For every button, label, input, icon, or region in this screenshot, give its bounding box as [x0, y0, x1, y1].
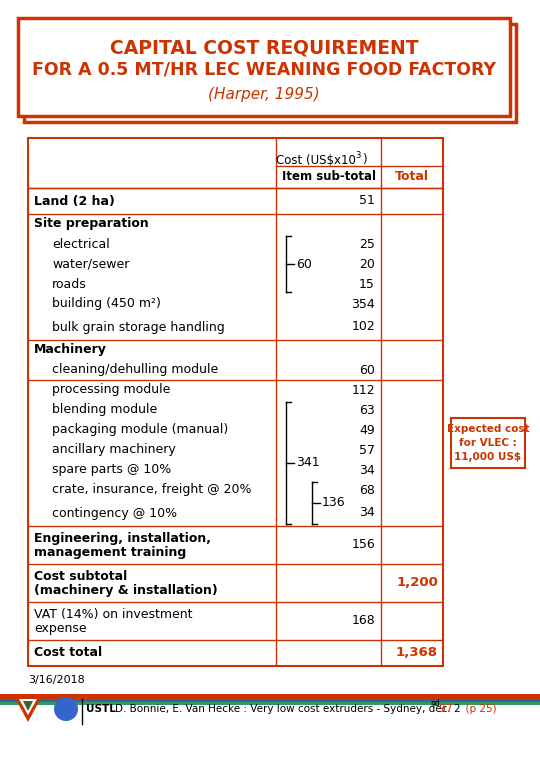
Text: contingency @ 10%: contingency @ 10% — [52, 506, 177, 519]
Text: for VLEC :: for VLEC : — [459, 438, 517, 448]
Polygon shape — [14, 696, 42, 722]
Text: 156: 156 — [351, 538, 375, 551]
Polygon shape — [23, 701, 33, 711]
Text: 354: 354 — [351, 297, 375, 310]
Bar — [0, 694, 540, 699]
Text: bulk grain storage handling: bulk grain storage handling — [52, 321, 225, 334]
Text: blending module: blending module — [52, 403, 157, 417]
Text: 1,368: 1,368 — [396, 647, 438, 660]
Text: 20: 20 — [359, 257, 375, 271]
Text: Cost total: Cost total — [34, 647, 102, 660]
Text: 60: 60 — [296, 257, 312, 271]
Text: Expected cost: Expected cost — [447, 424, 529, 434]
Text: electrical: electrical — [52, 237, 110, 250]
Text: Machinery: Machinery — [34, 343, 107, 356]
Text: Item sub-total: Item sub-total — [281, 171, 375, 183]
Text: 1,200: 1,200 — [396, 576, 438, 590]
Text: 68: 68 — [359, 484, 375, 497]
Text: CAPITAL COST REQUIREMENT: CAPITAL COST REQUIREMENT — [110, 38, 419, 58]
Text: nd: nd — [430, 700, 440, 708]
Bar — [451, 418, 525, 468]
Bar — [24, 24, 516, 122]
Text: 49: 49 — [359, 424, 375, 437]
Text: ): ) — [362, 154, 367, 166]
Text: 25: 25 — [359, 237, 375, 250]
Text: 112: 112 — [352, 384, 375, 396]
Text: 34: 34 — [359, 463, 375, 477]
Text: Cost subtotal: Cost subtotal — [34, 570, 127, 583]
Text: management training: management training — [34, 546, 186, 559]
Text: 97    (p 25): 97 (p 25) — [436, 704, 497, 714]
Bar — [0, 702, 540, 705]
Text: packaging module (manual): packaging module (manual) — [52, 424, 228, 437]
Text: Cost (US\$x10: Cost (US\$x10 — [275, 154, 355, 166]
Text: Land (2 ha): Land (2 ha) — [34, 194, 115, 207]
Text: building (450 m²): building (450 m²) — [52, 297, 161, 310]
Text: USTL: USTL — [86, 704, 116, 714]
Bar — [18, 18, 510, 116]
Text: 168: 168 — [351, 615, 375, 627]
Text: 3: 3 — [355, 151, 361, 161]
Text: 3/16/2018: 3/16/2018 — [28, 675, 85, 685]
Text: expense: expense — [34, 622, 86, 635]
Bar — [0, 699, 540, 702]
Text: roads: roads — [52, 278, 87, 290]
Text: VAT (14%) on investment: VAT (14%) on investment — [34, 608, 192, 621]
Text: 11,000 US$: 11,000 US$ — [455, 452, 522, 462]
Text: crate, insurance, freight @ 20%: crate, insurance, freight @ 20% — [52, 484, 252, 497]
Text: 102: 102 — [351, 321, 375, 334]
Text: 63: 63 — [359, 403, 375, 417]
Text: 341: 341 — [296, 456, 320, 470]
Text: Site preparation: Site preparation — [34, 218, 149, 231]
Text: cleaning/dehulling module: cleaning/dehulling module — [52, 363, 218, 377]
Polygon shape — [19, 699, 37, 715]
Text: D. Bonnie, E. Van Hecke : Very low cost extruders - Sydney, dec. 2: D. Bonnie, E. Van Hecke : Very low cost … — [115, 704, 461, 714]
Text: Total: Total — [395, 171, 429, 183]
Text: spare parts @ 10%: spare parts @ 10% — [52, 463, 171, 477]
Bar — [28, 138, 443, 666]
Text: ancillary machinery: ancillary machinery — [52, 444, 176, 456]
Text: 57: 57 — [359, 444, 375, 456]
Text: 15: 15 — [359, 278, 375, 290]
Text: FOR A 0.5 MT/HR LEC WEANING FOOD FACTORY: FOR A 0.5 MT/HR LEC WEANING FOOD FACTORY — [32, 61, 496, 79]
Circle shape — [54, 697, 78, 721]
Text: (Harper, 1995): (Harper, 1995) — [208, 87, 320, 101]
Text: 136: 136 — [322, 497, 346, 509]
Text: 51: 51 — [359, 194, 375, 207]
Text: Engineering, installation,: Engineering, installation, — [34, 532, 211, 545]
Text: processing module: processing module — [52, 384, 171, 396]
Text: (machinery & installation): (machinery & installation) — [34, 584, 218, 597]
Text: water/sewer: water/sewer — [52, 257, 130, 271]
Text: 34: 34 — [359, 506, 375, 519]
Text: 60: 60 — [359, 363, 375, 377]
